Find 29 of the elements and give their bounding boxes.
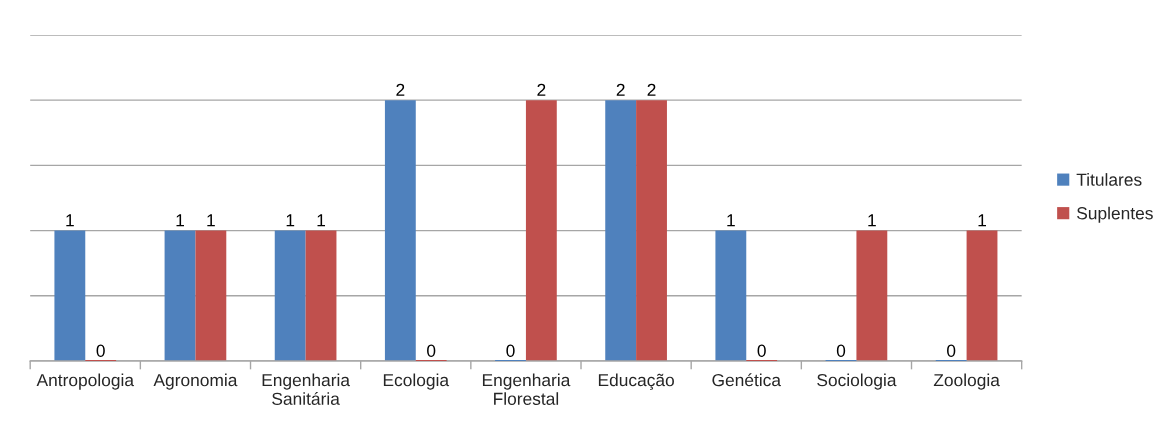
data-label: 0 (427, 344, 436, 357)
data-label: 0 (506, 344, 515, 357)
x-tick-label: Educação (598, 373, 674, 390)
legend-label: Suplentes (1077, 206, 1153, 223)
data-label: 1 (207, 214, 215, 227)
x-tick-label: Engenharia Florestal (482, 373, 571, 405)
data-label: 2 (396, 83, 405, 96)
x-tick-label: Engenharia Sanitária (262, 373, 351, 405)
data-label: 2 (537, 83, 546, 96)
data-label: 0 (947, 344, 956, 357)
x-tick-label: Genética (712, 373, 782, 387)
x-tick-label: Agronomia (153, 373, 238, 390)
data-label: 1 (286, 214, 295, 227)
data-label: 1 (727, 214, 735, 227)
x-tick-label: Zoologia (933, 373, 1000, 390)
data-label: 1 (317, 214, 326, 227)
data-label: 1 (978, 214, 986, 227)
data-label: 0 (836, 344, 846, 357)
data-label: 0 (96, 344, 105, 357)
data-label: 1 (868, 214, 876, 227)
x-tick-label: Sociologia (817, 373, 897, 390)
x-tick-label: Ecologia (383, 373, 450, 390)
x-tick-label: Antropologia (36, 373, 135, 390)
data-label: 2 (647, 83, 656, 96)
data-label: 1 (66, 214, 74, 227)
legend-label: Titulares (1076, 173, 1142, 186)
data-label: 1 (176, 214, 184, 227)
data-label: 0 (757, 344, 766, 357)
data-label: 2 (616, 83, 625, 96)
